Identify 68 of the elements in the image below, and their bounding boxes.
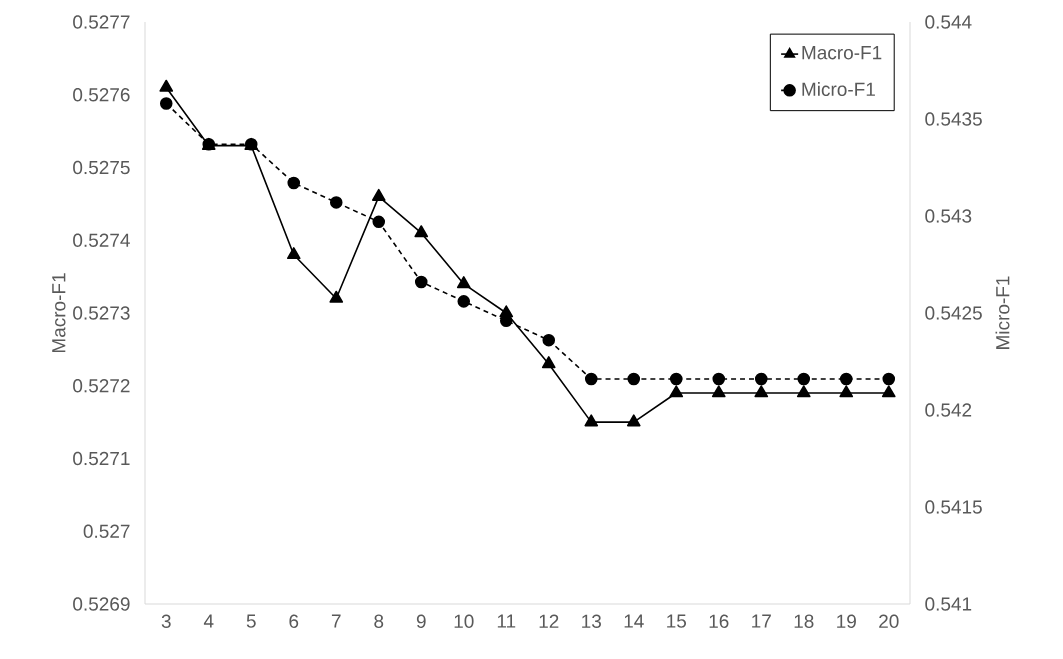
point — [797, 372, 811, 386]
point — [542, 333, 556, 347]
point — [881, 385, 896, 398]
x-tick-label: 18 — [794, 614, 814, 628]
x-tick-label: 4 — [203, 614, 214, 628]
point — [286, 247, 301, 260]
point — [584, 372, 598, 386]
y-tick-label: 0.5277 — [73, 15, 130, 29]
y2-tick-label: 0.543 — [925, 209, 972, 223]
x-tick-label: 12 — [539, 614, 559, 628]
point — [754, 385, 769, 398]
x-tick-label: 11 — [497, 614, 516, 628]
point — [584, 414, 599, 427]
point — [329, 196, 343, 209]
y-tick-label: 0.5274 — [73, 233, 130, 247]
y2-tick-label: 0.5435 — [925, 112, 982, 126]
y2-tick-label: 0.542 — [925, 403, 972, 417]
point — [372, 215, 386, 229]
point — [669, 372, 683, 386]
y2-axis-title: Micro-F1 — [995, 276, 1010, 349]
point — [882, 372, 896, 386]
x-tick-label: 9 — [416, 614, 426, 628]
x-tick-label: 14 — [624, 614, 644, 628]
x-tick-label: 6 — [289, 614, 299, 628]
point — [839, 372, 853, 386]
point — [627, 372, 641, 386]
point — [159, 97, 173, 110]
x-tick-label: 17 — [752, 614, 771, 628]
x-tick-label: 15 — [667, 614, 687, 628]
point — [541, 356, 556, 369]
y-tick-label: 0.5275 — [73, 160, 130, 175]
x-tick-label: 13 — [582, 614, 601, 628]
point — [329, 290, 344, 303]
point — [456, 276, 471, 289]
x-tick-label: 10 — [454, 614, 474, 628]
point — [669, 385, 684, 398]
x-tick-label: 7 — [331, 614, 341, 628]
point — [796, 385, 811, 398]
legend-label: Micro-F1 — [802, 82, 875, 96]
point — [712, 372, 726, 386]
point — [371, 188, 386, 201]
point — [839, 385, 854, 398]
y2-tick-label: 0.5415 — [925, 500, 982, 514]
point — [287, 176, 301, 190]
point — [626, 414, 641, 427]
x-tick-label: 20 — [879, 614, 899, 628]
y-axis-title: Macro-F1 — [52, 273, 66, 353]
y-tick-label: 0.5269 — [73, 597, 130, 611]
point — [414, 225, 429, 238]
x-tick-label: 8 — [374, 614, 384, 628]
y2-tick-label: 0.541 — [925, 597, 972, 611]
x-tick-label: 3 — [161, 614, 171, 628]
y-tick-label: 0.5276 — [73, 88, 130, 102]
point — [711, 385, 726, 398]
point — [414, 275, 428, 289]
y-tick-label: 0.5273 — [73, 306, 130, 320]
y2-tick-label: 0.5425 — [925, 306, 982, 320]
point — [159, 79, 174, 92]
point — [754, 372, 768, 386]
x-tick-label: 19 — [837, 614, 856, 628]
x-tick-label: 16 — [709, 614, 729, 628]
x-tick-label: 5 — [246, 614, 256, 628]
point — [457, 295, 471, 308]
y-tick-label: 0.527 — [83, 524, 130, 538]
y-tick-label: 0.5271 — [73, 451, 130, 466]
y2-tick-label: 0.544 — [925, 15, 972, 29]
y-tick-label: 0.5272 — [73, 379, 130, 393]
legend-label: Macro-F1 — [802, 46, 882, 60]
